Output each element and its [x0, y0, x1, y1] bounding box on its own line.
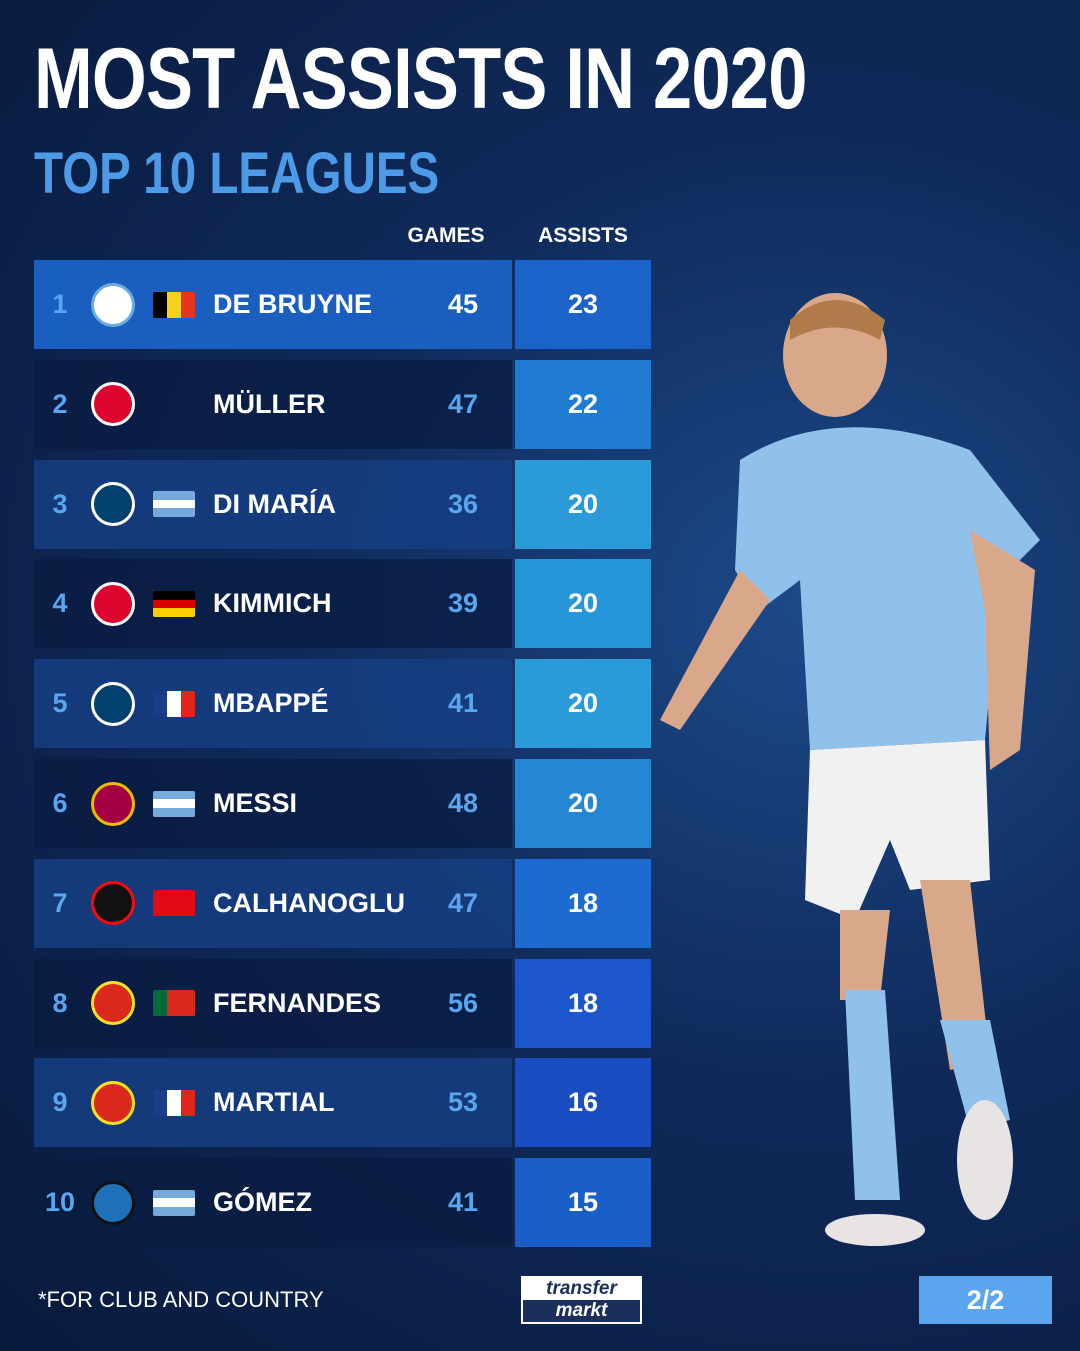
games-value: 39 — [447, 588, 479, 619]
assists-value: 22 — [515, 359, 651, 449]
country-flag — [153, 690, 195, 717]
assists-value: 20 — [515, 659, 651, 749]
footnote: *FOR CLUB AND COUNTRY — [38, 1287, 324, 1312]
games-value: 47 — [447, 887, 479, 918]
player-name: DI MARÍA — [213, 488, 336, 519]
page-subtitle: TOP 10 LEAGUES — [34, 141, 440, 206]
games-value: 53 — [447, 1087, 479, 1118]
country-flag — [153, 890, 195, 917]
rank: 6 — [52, 788, 68, 818]
logo-line-2: markt — [523, 1300, 640, 1322]
transfermarkt-logo: transfer markt — [521, 1276, 642, 1324]
assists-value: 18 — [515, 958, 651, 1048]
club-crest-icon — [91, 1180, 135, 1225]
table-row: 8 FERNANDES 56 — [34, 958, 512, 1048]
country-flag — [153, 590, 195, 617]
player-name: GÓMEZ — [213, 1187, 312, 1218]
player-name: FERNANDES — [213, 987, 382, 1018]
assists-value: 23 — [515, 260, 651, 349]
table-row: 1 DE BRUYNE 45 — [34, 260, 512, 349]
games-value: 48 — [447, 788, 479, 818]
games-value: 36 — [447, 488, 479, 519]
rank: 3 — [52, 488, 68, 519]
club-crest-icon — [91, 1080, 135, 1125]
player-photo — [660, 293, 1040, 1246]
rank: 7 — [52, 887, 68, 918]
country-flag — [153, 291, 195, 318]
club-crest-icon — [91, 681, 135, 726]
assists-value: 20 — [515, 759, 651, 848]
assists-value: 20 — [515, 559, 651, 649]
country-flag — [153, 491, 195, 518]
assists-value: 15 — [515, 1158, 651, 1248]
player-name: MÜLLER — [213, 388, 326, 419]
player-name: MBAPPÉ — [213, 688, 329, 719]
player-name: DE BRUYNE — [213, 289, 373, 319]
player-name: CALHANOGLU — [213, 887, 405, 918]
table-row: 3 DI MARÍA 36 — [34, 459, 512, 549]
rank: 2 — [52, 388, 68, 419]
player-name: MARTIAL — [213, 1087, 335, 1118]
table-row: 7 CALHANOGLU 47 — [34, 858, 512, 948]
games-value: 45 — [447, 289, 479, 319]
games-value: 41 — [447, 688, 479, 719]
player-name: MESSI — [213, 788, 298, 818]
country-flag — [153, 790, 195, 817]
club-crest-icon — [91, 981, 135, 1026]
games-value: 41 — [447, 1187, 479, 1218]
club-crest-icon — [91, 581, 135, 626]
rank: 5 — [52, 688, 68, 719]
table-row: 4 KIMMICH 39 — [34, 559, 512, 649]
assists-value: 20 — [515, 459, 651, 549]
rank: 4 — [52, 588, 68, 619]
games-value: 56 — [447, 987, 479, 1018]
club-crest-icon — [91, 781, 135, 826]
country-flag — [153, 990, 195, 1017]
table-row: 10 GÓMEZ 41 — [34, 1158, 512, 1248]
logo-line-1: transfer — [546, 1278, 617, 1299]
table-row: 6 MESSI 48 — [34, 759, 512, 848]
page-indicator: 2/2 — [919, 1276, 1052, 1324]
table-row: 5 MBAPPÉ 41 — [34, 659, 512, 749]
column-header-assists: ASSISTS — [538, 224, 628, 247]
table-row: 9 MARTIAL 53 — [34, 1058, 512, 1148]
club-crest-icon — [91, 482, 135, 527]
club-crest-icon — [91, 282, 135, 327]
rank: 9 — [52, 1087, 68, 1118]
country-flag — [153, 1189, 195, 1216]
club-crest-icon — [91, 881, 135, 926]
rank: 8 — [52, 987, 68, 1018]
assists-value: 16 — [515, 1058, 651, 1148]
table-row: 2 MÜLLER 47 — [34, 359, 512, 449]
rank: 1 — [52, 289, 68, 319]
club-crest-icon — [91, 382, 135, 427]
assists-value: 18 — [515, 858, 651, 948]
country-flag — [153, 1089, 195, 1116]
page-title: MOST ASSISTS IN 2020 — [34, 31, 807, 127]
rank: 10 — [44, 1187, 76, 1218]
column-header-games: GAMES — [407, 224, 485, 247]
games-value: 47 — [447, 388, 479, 419]
player-name: KIMMICH — [213, 588, 332, 619]
